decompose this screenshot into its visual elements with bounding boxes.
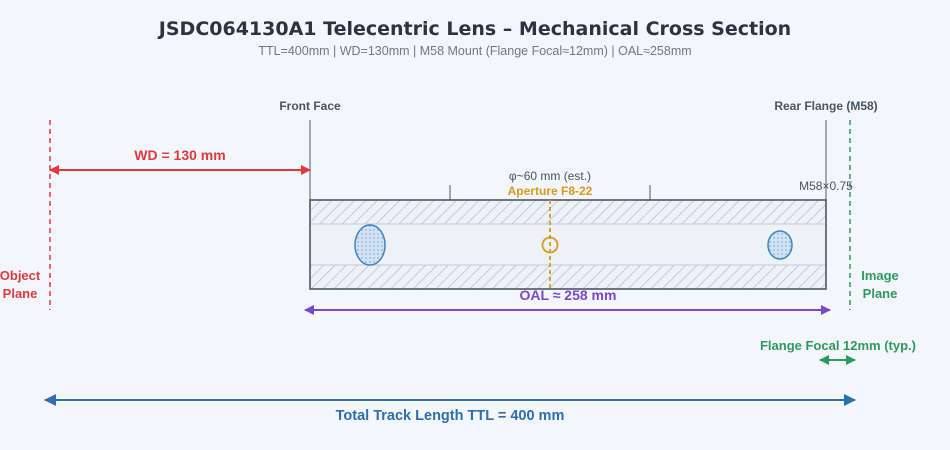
front-lens-element xyxy=(354,224,386,266)
rear-lens-element xyxy=(767,230,793,260)
image-plane-label-1: Image xyxy=(861,268,899,283)
aperture-stop-icon xyxy=(541,236,559,254)
image-plane-label-2: Plane xyxy=(863,286,898,301)
rear-flange-label: Rear Flange (M58) xyxy=(774,99,877,113)
front-face-label: Front Face xyxy=(279,99,341,113)
diagram-subtitle: TTL=400mm | WD=130mm | M58 Mount (Flange… xyxy=(258,44,691,58)
lens-body-outline xyxy=(309,199,827,290)
ttl-label: Total Track Length TTL = 400 mm xyxy=(336,408,565,424)
lower-wall-hatch xyxy=(310,265,826,289)
aperture-label: Aperture F8-22 xyxy=(508,184,593,198)
diagram-title: JSDC064130A1 Telecentric Lens – Mechanic… xyxy=(157,18,791,40)
object-plane-label-1: Object xyxy=(0,268,41,283)
upper-wall-hatch xyxy=(310,200,826,224)
thread-label: M58×0.75 xyxy=(799,179,853,193)
diameter-label: φ~60 mm (est.) xyxy=(509,169,591,183)
object-plane-label-2: Plane xyxy=(3,286,38,301)
flange-focal-label: Flange Focal 12mm (typ.) xyxy=(760,338,916,353)
wd-label: WD = 130 mm xyxy=(134,147,225,163)
lens-body xyxy=(309,199,827,290)
oal-label: OAL ≈ 258 mm xyxy=(520,287,617,303)
